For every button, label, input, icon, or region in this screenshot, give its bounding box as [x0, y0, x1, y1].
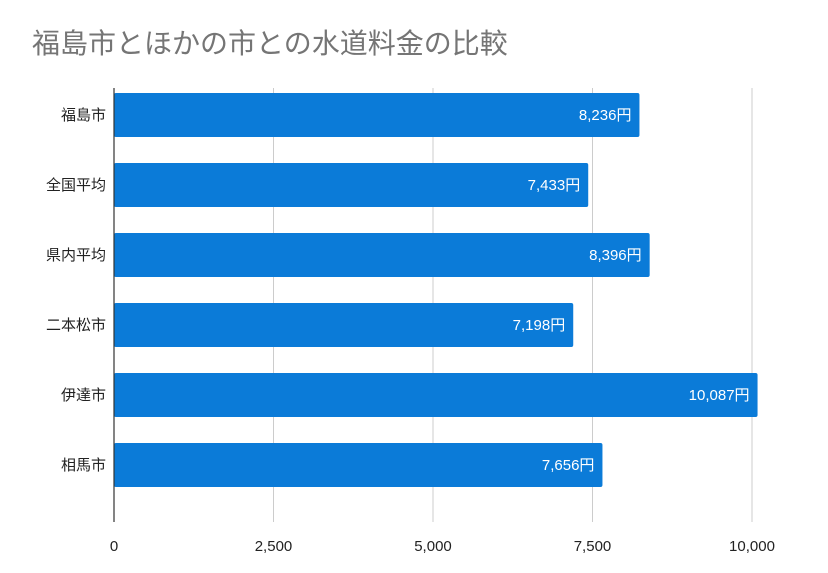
bar: [114, 373, 758, 417]
category-label: 県内平均: [46, 246, 106, 264]
bar: [114, 93, 640, 137]
data-label: 10,087円: [689, 387, 750, 404]
category-label: 福島市: [61, 106, 106, 124]
x-tick-label: 5,000: [414, 538, 452, 555]
category-label: 全国平均: [46, 176, 106, 194]
data-label: 8,236円: [579, 107, 632, 124]
category-label: 二本松市: [46, 316, 106, 334]
category-label: 伊達市: [61, 386, 106, 404]
x-tick-label: 0: [110, 538, 118, 555]
data-label: 7,433円: [528, 177, 581, 194]
bar: [114, 443, 603, 487]
category-label: 相馬市: [61, 456, 106, 474]
chart-title: 福島市とほかの市との水道料金の比較: [32, 27, 508, 60]
x-tick-label: 2,500: [255, 538, 293, 555]
bar: [114, 233, 650, 277]
data-label: 7,656円: [542, 457, 595, 474]
bars: [114, 93, 758, 487]
x-tick-label: 10,000: [729, 538, 775, 555]
bar: [114, 303, 574, 347]
data-label: 7,198円: [513, 317, 566, 334]
bar: [114, 163, 589, 207]
data-label: 8,396円: [589, 247, 642, 264]
x-tick-label: 7,500: [574, 538, 612, 555]
